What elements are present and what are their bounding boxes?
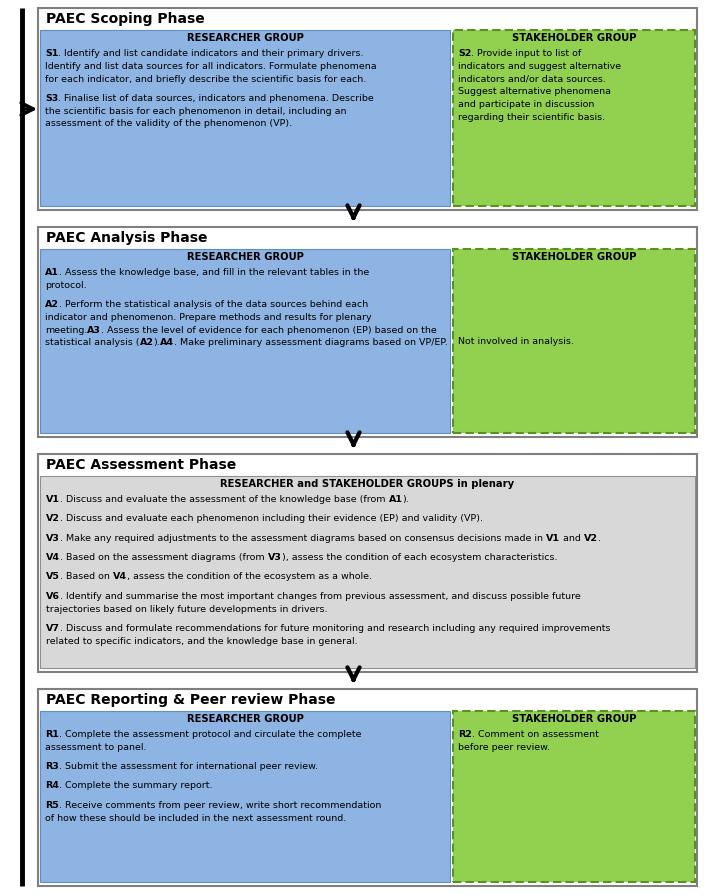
Text: ).: ).: [402, 495, 409, 504]
Text: . Provide input to list of: . Provide input to list of: [472, 49, 582, 58]
FancyBboxPatch shape: [38, 8, 697, 210]
Text: Suggest alternative phenomena: Suggest alternative phenomena: [458, 88, 611, 97]
Text: PAEC Analysis Phase: PAEC Analysis Phase: [46, 231, 207, 245]
Text: V7: V7: [46, 624, 60, 633]
Text: RESEARCHER GROUP: RESEARCHER GROUP: [187, 252, 303, 262]
Text: R5: R5: [45, 801, 59, 810]
Text: Identify and list data sources for all indicators. Formulate phenomena: Identify and list data sources for all i…: [45, 62, 377, 71]
FancyBboxPatch shape: [453, 249, 695, 433]
Text: ).: ).: [153, 338, 160, 348]
Text: . Based on the assessment diagrams (from: . Based on the assessment diagrams (from: [60, 553, 268, 562]
Text: and participate in discussion: and participate in discussion: [458, 100, 595, 109]
Text: A3: A3: [88, 325, 101, 334]
Text: , assess the condition of the ecosystem as a whole.: , assess the condition of the ecosystem …: [127, 572, 372, 581]
Text: . Identify and list candidate indicators and their primary drivers.: . Identify and list candidate indicators…: [59, 49, 364, 58]
Text: . Perform the statistical analysis of the data sources behind each: . Perform the statistical analysis of th…: [59, 300, 368, 309]
Text: PAEC Scoping Phase: PAEC Scoping Phase: [46, 12, 205, 26]
Text: S3: S3: [45, 94, 58, 103]
Text: V4: V4: [46, 553, 60, 562]
Text: and: and: [560, 534, 584, 543]
Text: A1: A1: [45, 268, 59, 277]
Text: V1: V1: [46, 495, 60, 504]
Text: protocol.: protocol.: [45, 281, 87, 290]
Text: R2: R2: [458, 730, 472, 739]
Text: A2: A2: [45, 300, 59, 309]
Text: for each indicator, and briefly describe the scientific basis for each.: for each indicator, and briefly describe…: [45, 74, 366, 83]
Text: A2: A2: [139, 338, 153, 348]
Text: ), assess the condition of each ecosystem characteristics.: ), assess the condition of each ecosyste…: [281, 553, 557, 562]
FancyBboxPatch shape: [38, 689, 697, 886]
Text: . Complete the summary report.: . Complete the summary report.: [59, 781, 212, 790]
FancyBboxPatch shape: [40, 711, 450, 882]
Text: R1: R1: [45, 730, 59, 739]
Text: R4: R4: [45, 781, 59, 790]
Text: RESEARCHER and STAKEHOLDER GROUPS in plenary: RESEARCHER and STAKEHOLDER GROUPS in ple…: [221, 479, 515, 489]
Text: indicator and phenomenon. Prepare methods and results for plenary: indicator and phenomenon. Prepare method…: [45, 313, 372, 322]
Text: of how these should be included in the next assessment round.: of how these should be included in the n…: [45, 814, 346, 822]
FancyBboxPatch shape: [453, 30, 695, 206]
Text: . Assess the knowledge base, and fill in the relevant tables in the: . Assess the knowledge base, and fill in…: [59, 268, 369, 277]
Text: . Comment on assessment: . Comment on assessment: [472, 730, 599, 739]
Text: V2: V2: [584, 534, 597, 543]
Text: S2: S2: [458, 49, 472, 58]
Text: R3: R3: [45, 762, 59, 772]
Text: STAKEHOLDER GROUP: STAKEHOLDER GROUP: [512, 33, 636, 43]
Text: before peer review.: before peer review.: [458, 743, 550, 752]
Text: V5: V5: [46, 572, 60, 581]
Text: .: .: [597, 534, 601, 543]
Text: V2: V2: [46, 514, 60, 523]
FancyBboxPatch shape: [40, 476, 695, 668]
Text: V6: V6: [46, 592, 60, 601]
FancyBboxPatch shape: [38, 454, 697, 672]
Text: assessment to panel.: assessment to panel.: [45, 743, 146, 752]
Text: regarding their scientific basis.: regarding their scientific basis.: [458, 113, 605, 122]
Text: related to specific indicators, and the knowledge base in general.: related to specific indicators, and the …: [46, 637, 358, 645]
Text: . Submit the assessment for international peer review.: . Submit the assessment for internationa…: [59, 762, 317, 772]
Text: indicators and/or data sources.: indicators and/or data sources.: [458, 74, 606, 83]
Text: PAEC Reporting & Peer review Phase: PAEC Reporting & Peer review Phase: [46, 693, 336, 707]
Text: assessment of the validity of the phenomenon (VP).: assessment of the validity of the phenom…: [45, 120, 292, 129]
Text: RESEARCHER GROUP: RESEARCHER GROUP: [187, 714, 303, 724]
Text: . Make any required adjustments to the assessment diagrams based on consensus de: . Make any required adjustments to the a…: [60, 534, 546, 543]
FancyBboxPatch shape: [40, 249, 450, 433]
Text: the scientific basis for each phenomenon in detail, including an: the scientific basis for each phenomenon…: [45, 106, 346, 115]
Text: V3: V3: [46, 534, 60, 543]
Text: A4: A4: [160, 338, 174, 348]
Text: A1: A1: [389, 495, 402, 504]
Text: . Make preliminary assessment diagrams based on VP/EP.: . Make preliminary assessment diagrams b…: [174, 338, 448, 348]
Text: . Complete the assessment protocol and circulate the complete: . Complete the assessment protocol and c…: [59, 730, 361, 739]
Text: . Assess the level of evidence for each phenomenon (EP) based on the: . Assess the level of evidence for each …: [101, 325, 437, 334]
Text: . Finalise list of data sources, indicators and phenomena. Describe: . Finalise list of data sources, indicat…: [58, 94, 374, 103]
Text: S1: S1: [45, 49, 59, 58]
Text: . Identify and summarise the most important changes from previous assessment, an: . Identify and summarise the most import…: [60, 592, 580, 601]
Text: . Discuss and formulate recommendations for future monitoring and research inclu: . Discuss and formulate recommendations …: [60, 624, 611, 633]
Text: V1: V1: [546, 534, 560, 543]
Text: statistical analysis (: statistical analysis (: [45, 338, 139, 348]
FancyBboxPatch shape: [40, 30, 450, 206]
Text: RESEARCHER GROUP: RESEARCHER GROUP: [187, 33, 303, 43]
FancyBboxPatch shape: [38, 227, 697, 437]
Text: V4: V4: [112, 572, 127, 581]
Text: . Discuss and evaluate the assessment of the knowledge base (from: . Discuss and evaluate the assessment of…: [60, 495, 389, 504]
Text: indicators and suggest alternative: indicators and suggest alternative: [458, 62, 621, 71]
Text: trajectories based on likely future developments in drivers.: trajectories based on likely future deve…: [46, 604, 327, 613]
Text: . Discuss and evaluate each phenomenon including their evidence (EP) and validit: . Discuss and evaluate each phenomenon i…: [60, 514, 483, 523]
Text: STAKEHOLDER GROUP: STAKEHOLDER GROUP: [512, 714, 636, 724]
FancyBboxPatch shape: [453, 711, 695, 882]
Text: V3: V3: [268, 553, 281, 562]
Text: . Receive comments from peer review, write short recommendation: . Receive comments from peer review, wri…: [59, 801, 381, 810]
Text: meeting.: meeting.: [45, 325, 88, 334]
Text: STAKEHOLDER GROUP: STAKEHOLDER GROUP: [512, 252, 636, 262]
Text: PAEC Assessment Phase: PAEC Assessment Phase: [46, 458, 236, 472]
Text: Not involved in analysis.: Not involved in analysis.: [458, 337, 574, 346]
Text: . Based on: . Based on: [60, 572, 112, 581]
